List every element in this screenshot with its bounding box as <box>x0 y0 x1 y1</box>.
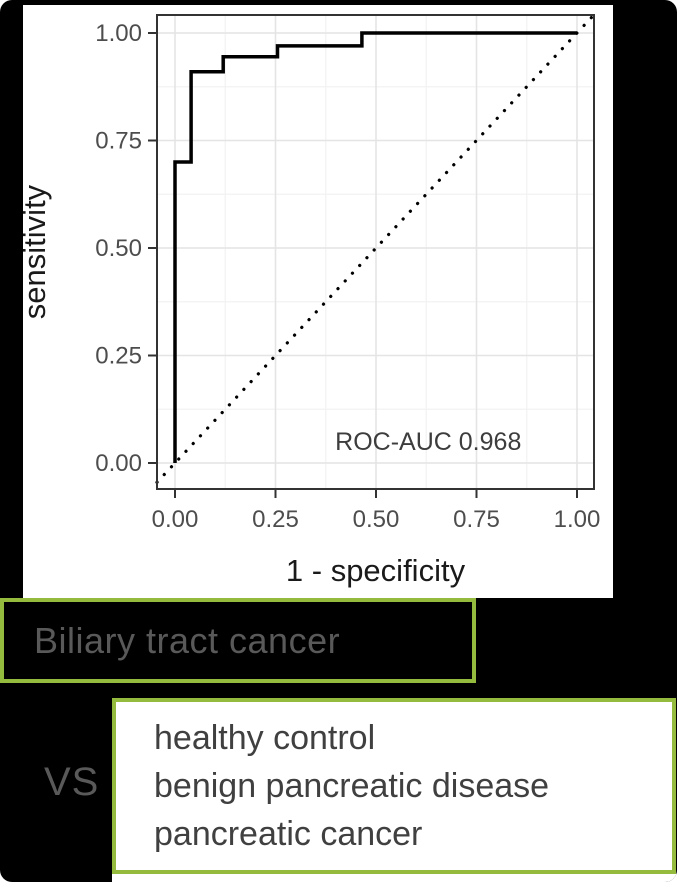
x-tick-label: 0.00 <box>152 506 199 533</box>
x-tick-label: 0.50 <box>353 506 400 533</box>
x-tick-label: 1.00 <box>554 506 601 533</box>
group-label-box: Biliary tract cancer <box>0 598 476 683</box>
comparison-box: healthy control benign pancreatic diseas… <box>112 698 676 874</box>
page-background-strip <box>112 874 677 882</box>
chance-diagonal-line <box>155 13 596 484</box>
roc-curve-path <box>173 31 577 463</box>
vs-label: VS <box>44 760 100 804</box>
y-axis-title: sensitivity <box>23 184 52 319</box>
y-tick-label: 0.25 <box>95 343 142 370</box>
x-tick-label: 0.75 <box>453 506 500 533</box>
y-tick-label: 1.00 <box>95 20 142 47</box>
roc-chart: 0.00 0.25 0.50 0.75 1.00 0.00 0.25 0.50 0.75 1.00… <box>23 13 601 588</box>
y-tick-label: 0.50 <box>95 235 142 262</box>
y-tick-label: 0.75 <box>95 128 142 155</box>
roc-plot-card: 0.00 0.25 0.50 0.75 1.00 0.00 0.25 0.50 0.75 1.00… <box>23 5 613 598</box>
roc-auc-annotation: ROC-AUC 0.968 <box>335 428 521 456</box>
group-label-text: Biliary tract cancer <box>34 619 341 661</box>
comparison-item: pancreatic cancer <box>154 815 423 853</box>
x-axis-title: 1 - specificity <box>286 553 466 588</box>
comparison-item: healthy control <box>154 719 376 757</box>
comparison-item: benign pancreatic disease <box>154 767 550 805</box>
x-tick-label: 0.25 <box>252 506 299 533</box>
y-tick-label: 0.00 <box>95 450 142 477</box>
